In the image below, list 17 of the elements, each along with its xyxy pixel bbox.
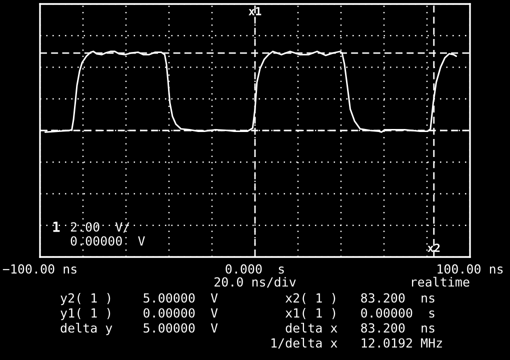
text: realtime (412, 276, 470, 287)
text: 1/delta x 12.0192 MHz (272, 338, 442, 349)
text: 20.0 ns/div (214, 276, 296, 288)
text: y1( 1 ) 0.00000 V (60, 308, 218, 320)
text: x1( 1 ) 0.00000 s (286, 308, 434, 320)
text: delta y 5.00000 V (60, 322, 218, 336)
text: 0.00000 V (70, 236, 145, 246)
text: delta x 83.200 ns (286, 322, 434, 333)
ref-line-label: x1 (248, 7, 262, 16)
x-tick-label: −100.00 ns (2, 264, 76, 274)
x-tick-label: 100.00 ns (438, 264, 503, 274)
ref-line-label: x2 (427, 244, 440, 252)
text: y2( 1 ) 5.00000 V (60, 293, 218, 306)
text: 1 (53, 222, 60, 232)
x-tick-label: 0.000 s (226, 264, 284, 274)
text: x2( 1 ) 83.200 ns (286, 293, 434, 304)
text: 2.00 V/ (70, 222, 130, 233)
